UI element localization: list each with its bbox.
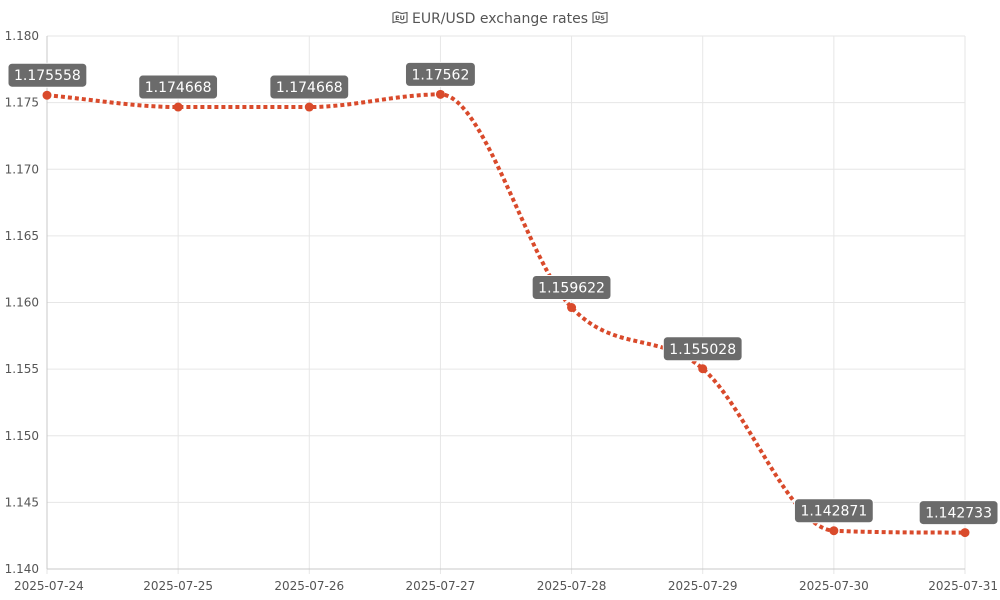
svg-text:1.155028: 1.155028: [669, 342, 736, 358]
series-eur-usd: [46, 92, 966, 535]
chart-title: EUR/USD exchange rates: [412, 11, 588, 27]
y-tick-label: 1.160: [5, 296, 39, 310]
svg-text:1.174668: 1.174668: [276, 80, 343, 96]
data-label: 1.155028: [662, 336, 743, 362]
x-tick-label: 2025-07-29: [668, 579, 738, 593]
data-point: [42, 90, 52, 100]
data-point: [435, 89, 445, 99]
svg-text:1.142733: 1.142733: [925, 506, 992, 522]
svg-text:1.142871: 1.142871: [800, 504, 867, 520]
data-label: 1.159622: [531, 275, 612, 301]
x-tick-label: 2025-07-31: [928, 579, 998, 593]
svg-text:1.159622: 1.159622: [538, 281, 605, 297]
data-label: 1.17562: [404, 61, 476, 87]
data-point: [960, 528, 970, 538]
svg-text:US: US: [595, 14, 605, 22]
chart-title-group: EU EUR/USD exchange rates US: [392, 11, 608, 27]
data-points: [42, 89, 970, 538]
data-point: [567, 303, 577, 313]
x-tick-label: 2025-07-27: [406, 579, 476, 593]
x-tick-label: 2025-07-24: [14, 579, 84, 593]
y-axis-ticks: 1.140 1.145 1.150 1.155 1.160 1.165 1.170 1.175…: [5, 29, 39, 576]
svg-text:EU: EU: [395, 14, 405, 22]
x-tick-label: 2025-07-25: [143, 579, 213, 593]
svg-text:1.17562: 1.17562: [411, 67, 469, 83]
eu-flag-icon: EU: [392, 11, 408, 24]
y-tick-label: 1.180: [5, 29, 39, 43]
data-label: 1.142733: [918, 500, 999, 526]
x-tick-label: 2025-07-30: [799, 579, 869, 593]
us-flag-icon: US: [592, 11, 608, 24]
x-axis-ticks: 2025-07-24 2025-07-25 2025-07-26 2025-07-27…: [14, 579, 998, 593]
data-label: 1.174668: [138, 74, 219, 100]
series-line: [46, 92, 966, 535]
data-label: 1.174668: [269, 74, 350, 100]
svg-text:1.174668: 1.174668: [145, 80, 212, 96]
svg-text:1.175558: 1.175558: [14, 68, 81, 84]
y-tick-label: 1.165: [5, 229, 39, 243]
y-tick-label: 1.175: [5, 96, 39, 110]
y-tick-label: 1.155: [5, 362, 39, 376]
x-tick-label: 2025-07-26: [274, 579, 344, 593]
data-point: [173, 102, 183, 112]
data-point: [304, 102, 314, 112]
y-tick-label: 1.170: [5, 162, 39, 176]
y-tick-label: 1.145: [5, 495, 39, 509]
grid: [46, 35, 966, 574]
data-label: 1.142871: [793, 498, 874, 524]
y-tick-label: 1.150: [5, 429, 39, 443]
data-point: [698, 364, 708, 374]
data-point: [829, 526, 839, 536]
y-tick-label: 1.140: [5, 562, 39, 576]
x-tick-label: 2025-07-28: [537, 579, 607, 593]
data-label: 1.175558: [7, 62, 88, 88]
axes: [46, 36, 965, 570]
data-labels: 1.175558 1.174668 1.174668 1.17562 1.159622 1…: [7, 61, 999, 526]
